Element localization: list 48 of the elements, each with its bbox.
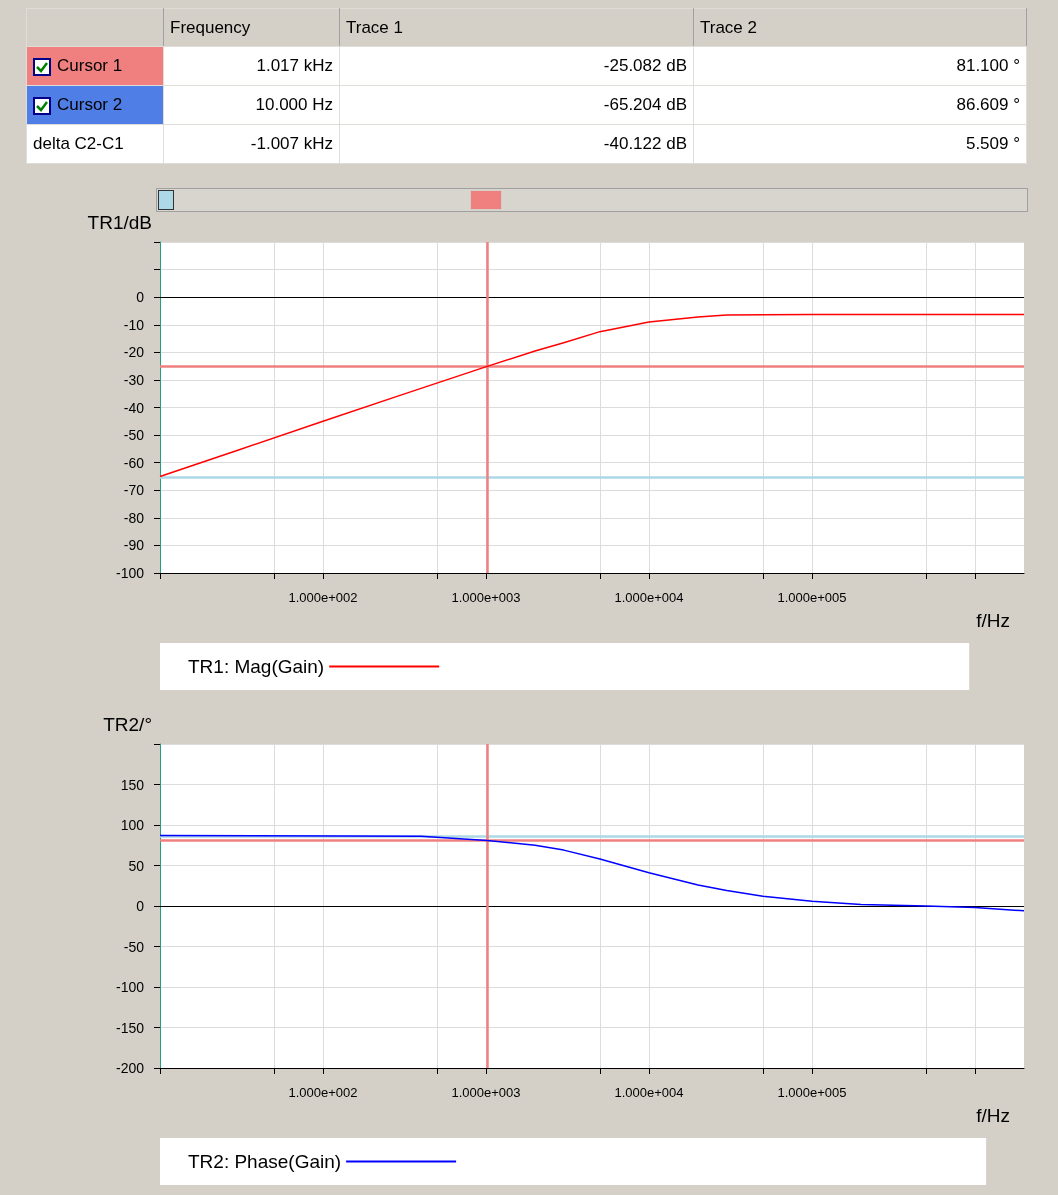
- x-tick-label: 1.000e+002: [288, 590, 358, 605]
- x-axis-title: f/Hz: [976, 1105, 1010, 1126]
- x-tick-label: 1.000e+005: [777, 1085, 847, 1100]
- y-tick-label: -50: [123, 938, 145, 955]
- y-tick-label: 100: [120, 817, 145, 833]
- y-tick-label: -60: [123, 454, 145, 471]
- category-label: Cursor 1: [57, 56, 123, 75]
- y-tick-label: -150: [115, 1019, 145, 1036]
- data-label: 5.509 °: [965, 134, 1020, 153]
- x-tick-label: 1.000e+004: [614, 590, 684, 605]
- y-tick-label: -50: [123, 427, 145, 444]
- y-tick-label: -10: [123, 316, 145, 333]
- y-tick-label: -90: [123, 537, 145, 554]
- data-label: -65.204 dB: [603, 95, 687, 114]
- y-tick-label: -30: [123, 371, 145, 388]
- data-label: -25.082 dB: [603, 56, 687, 75]
- y-tick-label: 0: [136, 289, 145, 306]
- data-label: -40.122 dB: [603, 134, 687, 153]
- y-tick-label: -80: [123, 509, 145, 526]
- text: Trace 2: [693, 8, 1027, 47]
- data-label: 10.000 Hz: [255, 95, 333, 114]
- y-axis-title: TR1/dB: [87, 212, 152, 233]
- data-label: -1.007 kHz: [250, 134, 333, 153]
- data-label: 86.609 °: [956, 95, 1020, 114]
- category-label: delta C2-C1: [33, 134, 124, 153]
- data-label: 1.017 kHz: [256, 56, 333, 75]
- text: TR1: Mag(Gain): [188, 656, 325, 677]
- data-label: 81.100 °: [956, 56, 1020, 75]
- category-label: Cursor 2: [57, 95, 123, 114]
- y-tick-label: -100: [115, 565, 145, 581]
- x-tick-label: 1.000e+002: [288, 1085, 358, 1100]
- x-tick-label: 1.000e+004: [614, 1085, 684, 1100]
- text: Frequency: [163, 8, 340, 47]
- x-tick-label: 1.000e+003: [451, 590, 521, 605]
- y-tick-label: -100: [115, 979, 145, 995]
- y-tick-label: -20: [123, 344, 145, 361]
- x-tick-label: 1.000e+003: [451, 1085, 521, 1100]
- y-tick-label: 150: [120, 776, 145, 793]
- y-axis-title: TR2/°: [103, 714, 152, 735]
- text: TR2: Phase(Gain): [187, 1151, 342, 1172]
- x-axis-title: f/Hz: [976, 610, 1010, 631]
- y-tick-label: -40: [123, 399, 145, 416]
- text: Trace 1: [339, 8, 694, 47]
- y-tick-label: 0: [136, 898, 145, 914]
- x-tick-label: 1.000e+005: [777, 590, 847, 605]
- y-tick-label: -70: [123, 482, 145, 499]
- y-tick-label: -200: [115, 1060, 145, 1076]
- y-tick-label: 50: [128, 857, 145, 874]
